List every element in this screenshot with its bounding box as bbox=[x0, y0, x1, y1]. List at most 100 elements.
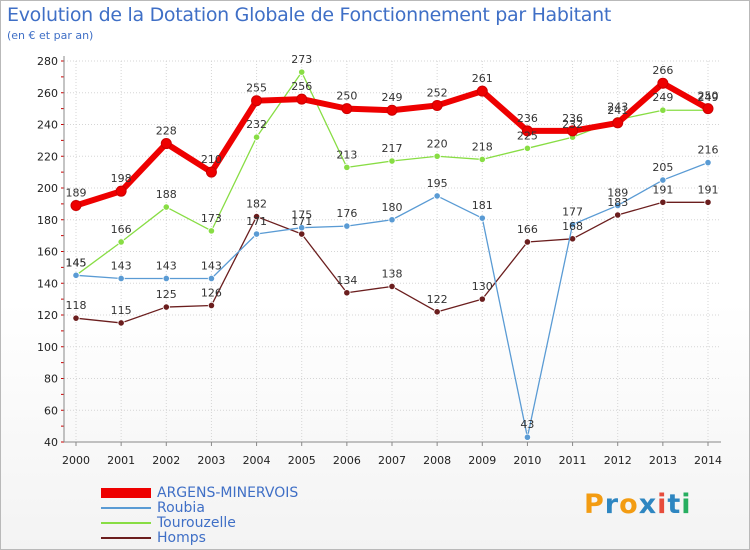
x-tick-label: 2005 bbox=[288, 454, 316, 467]
data-label-homps: 166 bbox=[517, 223, 538, 236]
data-point-argens-minervois bbox=[476, 85, 488, 97]
y-tick-label: 240 bbox=[37, 119, 58, 132]
data-label-homps: 122 bbox=[427, 293, 448, 306]
x-tick-label: 2006 bbox=[333, 454, 361, 467]
data-label-tourouzelle: 218 bbox=[472, 140, 493, 153]
data-point-argens-minervois bbox=[70, 199, 82, 211]
x-tick-label: 2009 bbox=[468, 454, 496, 467]
x-tick-label: 2013 bbox=[649, 454, 677, 467]
data-point-argens-minervois bbox=[160, 138, 172, 150]
data-label-homps: 115 bbox=[111, 304, 132, 317]
data-point-roubia bbox=[568, 220, 577, 229]
data-label-argens-minervois: 255 bbox=[246, 82, 267, 95]
x-tick-label: 2000 bbox=[62, 454, 90, 467]
data-point-homps bbox=[659, 198, 667, 206]
y-tick-label: 220 bbox=[37, 150, 58, 163]
data-label-argens-minervois: 189 bbox=[66, 186, 87, 199]
data-point-argens-minervois bbox=[657, 77, 669, 89]
y-tick-label: 160 bbox=[37, 246, 58, 259]
logo-letter: i bbox=[681, 489, 692, 520]
logo-letter: t bbox=[667, 489, 682, 520]
x-tick-label: 2012 bbox=[604, 454, 632, 467]
logo-letter: i bbox=[657, 489, 668, 520]
y-tick-label: 40 bbox=[44, 436, 58, 449]
data-label-argens-minervois: 236 bbox=[562, 112, 583, 125]
data-label-tourouzelle: 225 bbox=[517, 129, 538, 142]
data-label-roubia: 143 bbox=[201, 259, 222, 272]
data-point-tourouzelle bbox=[523, 144, 532, 152]
data-point-roubia bbox=[117, 274, 125, 283]
x-tick-label: 2003 bbox=[197, 454, 225, 467]
data-label-roubia: 143 bbox=[111, 259, 132, 272]
legend-swatch bbox=[101, 522, 151, 524]
legend-label: Roubia bbox=[157, 500, 205, 516]
data-point-homps bbox=[162, 303, 170, 311]
data-label-roubia: 143 bbox=[156, 259, 177, 272]
data-label-argens-minervois: 236 bbox=[517, 112, 538, 125]
data-point-tourouzelle bbox=[659, 106, 667, 114]
data-point-roubia bbox=[388, 216, 396, 224]
data-point-homps bbox=[478, 295, 486, 303]
data-label-homps: 126 bbox=[201, 286, 222, 299]
data-point-tourouzelle bbox=[298, 68, 306, 76]
data-label-argens-minervois: 250 bbox=[698, 90, 719, 103]
data-point-roubia bbox=[252, 230, 261, 238]
data-point-homps bbox=[523, 238, 532, 246]
data-label-homps: 130 bbox=[472, 280, 493, 293]
data-point-argens-minervois bbox=[115, 185, 127, 197]
data-label-tourouzelle: 232 bbox=[562, 118, 583, 131]
y-tick-label: 180 bbox=[37, 214, 58, 227]
legend-swatch bbox=[101, 537, 151, 539]
data-point-homps bbox=[252, 212, 261, 221]
data-label-argens-minervois: 266 bbox=[652, 64, 673, 77]
data-point-argens-minervois bbox=[386, 104, 398, 116]
x-tick-label: 2001 bbox=[107, 454, 135, 467]
data-label-tourouzelle: 220 bbox=[427, 137, 448, 150]
data-label-tourouzelle: 232 bbox=[246, 118, 267, 131]
legend-swatch bbox=[101, 488, 151, 498]
data-label-homps: 125 bbox=[156, 288, 177, 301]
data-label-homps: 171 bbox=[291, 215, 312, 228]
series-layer bbox=[70, 68, 714, 441]
logo-letter: P bbox=[584, 489, 605, 520]
data-label-roubia: 216 bbox=[698, 144, 719, 157]
data-point-homps bbox=[343, 289, 351, 297]
y-tick-label: 260 bbox=[37, 87, 58, 100]
data-label-homps: 182 bbox=[246, 198, 267, 211]
data-label-argens-minervois: 252 bbox=[427, 86, 448, 99]
data-point-homps bbox=[388, 282, 396, 291]
data-label-argens-minervois: 210 bbox=[201, 153, 222, 166]
data-label-argens-minervois: 249 bbox=[382, 91, 403, 104]
legend-label: ARGENS-MINERVOIS bbox=[157, 485, 299, 501]
data-label-tourouzelle: 273 bbox=[291, 53, 312, 66]
tick-labels: 40 60 80 100 120 140 160 180 200 220 240 260 280 2000… bbox=[37, 55, 722, 467]
data-label-argens-minervois: 198 bbox=[111, 172, 132, 185]
data-label-tourouzelle: 217 bbox=[382, 142, 403, 155]
x-tick-label: 2007 bbox=[378, 454, 406, 467]
y-tick-label: 100 bbox=[37, 341, 58, 354]
data-point-argens-minervois bbox=[341, 103, 353, 115]
data-label-roubia: 205 bbox=[652, 161, 673, 174]
y-tick-label: 60 bbox=[44, 404, 58, 417]
data-point-homps bbox=[433, 308, 441, 316]
x-tick-label: 2004 bbox=[243, 454, 271, 467]
data-point-roubia bbox=[659, 176, 667, 184]
data-label-homps: 134 bbox=[336, 274, 357, 287]
data-point-argens-minervois bbox=[205, 166, 217, 178]
data-point-homps bbox=[72, 314, 80, 322]
data-point-homps bbox=[298, 230, 306, 238]
legend-label: Tourouzelle bbox=[157, 515, 236, 531]
data-point-roubia bbox=[523, 433, 532, 441]
data-point-tourouzelle bbox=[433, 152, 441, 160]
data-label-homps: 118 bbox=[66, 299, 87, 312]
data-point-roubia bbox=[433, 192, 441, 200]
y-tick-label: 140 bbox=[37, 277, 58, 290]
data-label-homps: 168 bbox=[562, 220, 583, 233]
data-label-tourouzelle: 243 bbox=[607, 101, 628, 114]
chart-subtitle: (en € et par an) bbox=[7, 29, 94, 42]
data-label-homps: 191 bbox=[698, 183, 719, 196]
data-label-argens-minervois: 228 bbox=[156, 125, 177, 138]
